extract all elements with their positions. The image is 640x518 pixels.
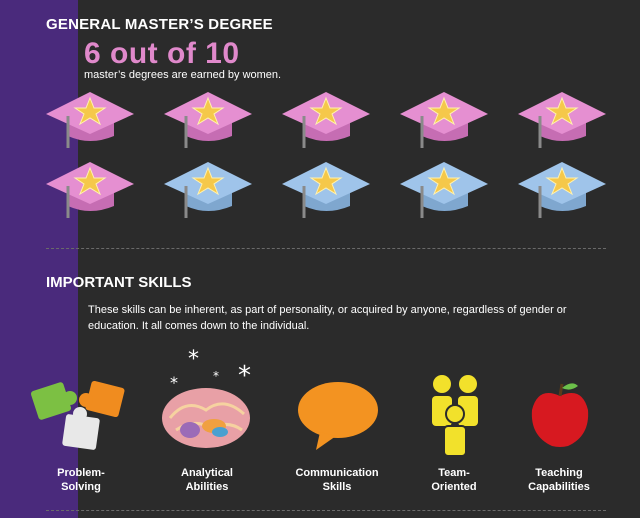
skill-label-analytical-abilities: Analytical Abilities — [152, 466, 262, 494]
apple-icon — [531, 383, 589, 447]
skill-label-line: Capabilities — [528, 481, 590, 493]
skill-label-communication-skills: Communication Skills — [282, 466, 392, 494]
puzzle-piece-green — [30, 382, 77, 420]
graduation-cap-icon-women — [518, 92, 606, 148]
puzzle-piece-orange — [79, 380, 125, 418]
sparkle-icon: * — [188, 348, 199, 372]
graduation-cap-icon-women — [400, 92, 488, 148]
sparkle-icon: * — [213, 369, 219, 383]
skill-label-problem-solving: Problem- Solving — [26, 466, 136, 494]
skill-label-line: Teaching — [535, 467, 583, 479]
skill-label-teaching-capabilities: Teaching Capabilities — [504, 466, 614, 494]
graduation-cap-icon-women — [282, 92, 370, 148]
graduation-cap-icon-men — [164, 162, 252, 218]
graduation-cap-icon-women — [46, 92, 134, 148]
skill-label-line: Solving — [61, 481, 101, 493]
team-icon — [432, 375, 478, 457]
degree-section-title: GENERAL MASTER’S DEGREE — [46, 16, 273, 33]
puzzle-piece-white — [62, 407, 100, 450]
graduation-cap-icon-women — [164, 92, 252, 148]
graduation-cap-grid — [0, 0, 640, 240]
sparkle-icon: * — [238, 361, 251, 391]
skill-label-team-oriented: Team- Oriented — [399, 466, 509, 494]
puzzle-icon — [30, 380, 125, 450]
graduation-cap-icon-women — [46, 162, 134, 218]
skill-label-line: Problem- — [57, 467, 105, 479]
skill-label-line: Abilities — [185, 481, 229, 493]
graduation-cap-icon-men — [518, 162, 606, 218]
skill-label-line: Analytical — [181, 467, 233, 479]
degree-caption: master’s degrees are earned by women. — [84, 69, 282, 81]
degree-stat: 6 out of 10 — [84, 37, 240, 70]
skills-section-title: IMPORTANT SKILLS — [46, 274, 192, 291]
skill-label-line: Skills — [322, 481, 352, 493]
graduation-cap-icon-men — [282, 162, 370, 218]
brain-icon: * * * * — [162, 348, 251, 448]
brain-shape — [162, 388, 250, 448]
sparkle-icon: * — [170, 373, 178, 392]
skill-label-line: Team- — [438, 467, 470, 479]
skill-label-line: Communication — [295, 467, 379, 479]
section-divider — [46, 248, 606, 249]
skills-description: These skills can be inherent, as part of… — [88, 304, 567, 332]
speech-bubble-icon — [298, 382, 378, 450]
skill-label-line: Oriented — [431, 481, 477, 493]
bottom-divider — [46, 510, 606, 511]
graduation-cap-icon-men — [400, 162, 488, 218]
